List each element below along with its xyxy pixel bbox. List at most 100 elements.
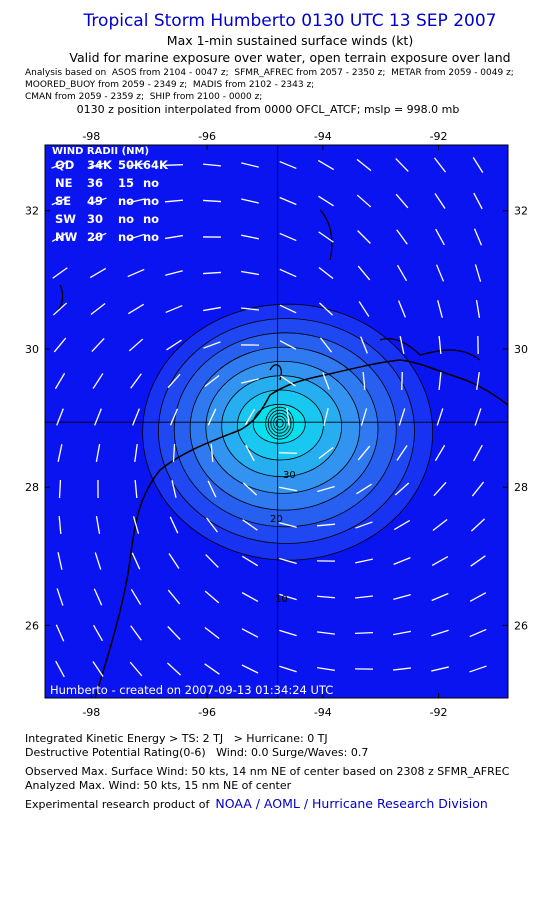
wind-radii-header: 34K [87,158,113,172]
wind-arrow [279,304,297,314]
ticks: -98 -98 -96 -96 -94 -94 -92 -92 26 26 28 28 30 30 32 32 [25,130,528,719]
wind-arrow [469,592,487,602]
core-contour [273,415,287,431]
wind-radii-cell: no [118,230,134,244]
analysis: Analysis based on ASOS from 2104 - 0047 … [25,68,514,78]
y-tick-label: 30 [514,343,528,356]
wind-arrow [57,444,63,462]
wind-arrow [469,665,487,673]
wind-radii-cell: no [143,212,159,226]
wind-arrow [92,661,104,677]
wind-arrow [393,557,411,565]
credit-link[interactable]: NOAA / AOML / Hurricane Research Divisio… [215,796,487,811]
wind-arrow [280,375,296,387]
wind-arrow [202,199,222,203]
wind-arrow [242,482,258,496]
wind-arrow [132,408,140,426]
wind-arrow [95,444,101,462]
wind-radii-cell: no [118,194,134,208]
wind-arrow [53,337,67,353]
wind-arrow [172,443,176,463]
footer-line: Integrated Kinetic Energy > TS: 2 TJ > H… [25,732,328,745]
wind-arrow [317,666,335,672]
wind-arrow [279,665,297,673]
wind-radii-cell: no [143,230,159,244]
x-tick-label: -94 [314,706,332,719]
wind-arrow [317,159,335,171]
wind-radii-cell: 30 [87,212,103,226]
wind-arrow [279,196,297,206]
x-tick-label: -98 [82,130,100,143]
wind-arrow [393,519,411,531]
wind-arrow [94,552,102,570]
analysis: CMAN from 2059 - 2359 z; SHIP from 2100 … [25,92,262,102]
wind-arrow [356,483,372,495]
wind-arrow [242,519,258,531]
wind-arrow [279,268,297,278]
wind-arrow [89,232,107,242]
wind-arrow [395,193,409,209]
wind-arrow [438,335,442,355]
wind-arrow [204,590,220,604]
wind-arrow [469,628,487,638]
wind-arrow [241,378,259,384]
wind-radii-cell: SE [55,194,71,208]
wind-arrow [205,554,219,568]
wind-arrow [317,485,335,493]
wind-arrow [58,479,62,499]
wind-arrow [166,339,182,351]
wind-arrow [130,588,142,606]
contour-label: 20 [270,514,283,525]
wind-arrow [395,158,409,172]
wind-arrow [94,408,102,426]
wind-arrow [93,588,103,606]
title: Tropical Storm Humberto 0130 UTC 13 SEP … [83,11,497,31]
wind-arrow [131,552,141,570]
wind-arrow [360,408,368,426]
footer-line: Destructive Potential Rating(0-6) Wind: … [25,746,368,759]
wind-arrow [89,197,107,205]
wind-arrow [476,372,480,390]
contour-label: 10 [275,594,288,605]
y-tick-label: 30 [25,343,39,356]
wind-arrow [241,234,259,240]
wind-arrow [55,624,65,642]
wind-radii-cell: 36 [87,176,103,190]
wind-arrow [431,556,449,566]
wind-arrow [470,518,486,532]
wind-arrow [431,629,449,637]
wind-arrow [279,160,297,170]
wind-arrow [95,516,101,534]
wind-arrow [167,589,181,605]
wind-arrow [203,306,221,312]
y-tick-label: 26 [514,619,528,632]
wind-arrow [130,373,142,389]
wind-arrow [355,558,373,564]
wind-arrow [357,265,371,281]
wind-arrow [471,481,485,497]
wind-arrow [167,373,181,389]
wind-arrow [134,443,138,463]
core-contour [275,418,284,428]
wind-arrow [433,481,447,497]
wind-arrow [241,162,259,168]
contour-label: 30 [283,470,296,481]
wind-arrow [286,407,290,427]
x-tick-label: -92 [430,706,448,719]
wind-arrow [435,228,445,246]
wind-radii-cell: 49 [87,194,103,208]
wind-arrow [245,444,255,462]
wind-arrow [316,523,336,527]
wind-arrow [318,231,334,243]
wind-arrow [396,445,408,461]
wind-arrow [435,264,445,282]
wind-arrow [438,371,442,391]
wind-arrow [92,373,104,389]
x-tick-label: -98 [82,706,100,719]
wind-arrow [392,667,412,671]
map-credit: Humberto - created on 2007-09-13 01:34:2… [50,683,333,697]
y-tick-label: 28 [25,481,39,494]
wind-arrow [207,408,217,426]
footer-line: Observed Max. Surface Wind: 50 kts, 14 n… [25,765,510,778]
wind-arrow [58,515,62,535]
